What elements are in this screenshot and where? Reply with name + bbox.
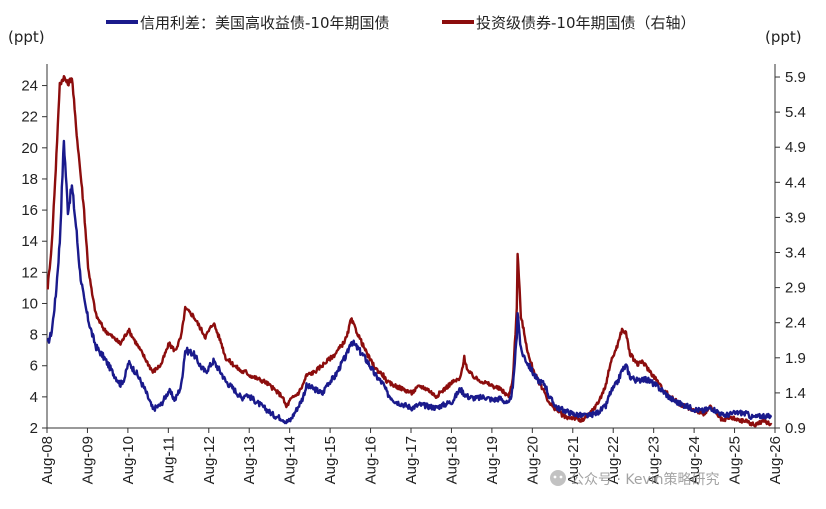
x-tick-label: Aug-17	[403, 436, 420, 484]
x-tick-label: Aug-11	[160, 436, 177, 483]
x-tick-label: Aug-09	[79, 436, 96, 484]
x-tick-label: Aug-20	[524, 436, 541, 484]
watermark-text: 公众号 · Kevin策略研究	[570, 471, 720, 488]
left-tick-label: 4	[30, 389, 38, 406]
x-tick-label: Aug-14	[282, 436, 299, 484]
x-tick-label: Aug-13	[241, 436, 258, 484]
x-tick-label: Aug-08	[39, 436, 56, 484]
left-tick-label: 16	[21, 202, 38, 219]
x-tick-label: Aug-19	[484, 436, 501, 484]
legend: 信用利差：美国高收益债-10年期国债 投资级债券-10年期国债（右轴）	[106, 14, 696, 32]
right-tick-label: 4.9	[785, 139, 806, 156]
left-tick-label: 14	[21, 233, 38, 250]
x-tick-label: Aug-22	[605, 436, 622, 484]
left-axis-unit: (ppt)	[8, 28, 45, 46]
series-line-high-yield-spread	[46, 139, 773, 425]
x-tick-label: Aug-12	[201, 436, 218, 484]
right-tick-label: 3.4	[785, 245, 806, 262]
left-tick-label: 20	[21, 140, 38, 157]
right-tick-label: 5.4	[785, 104, 806, 121]
left-tick-label: 2	[30, 420, 38, 437]
left-tick-label: 8	[30, 327, 38, 344]
legend-label-ig: 投资级债券-10年期国债（右轴）	[476, 14, 696, 32]
left-tick-label: 22	[21, 109, 38, 126]
left-tick-label: 12	[21, 264, 38, 281]
watermark: 公众号 · Kevin策略研究	[550, 470, 720, 488]
x-tick-label: Aug-26	[767, 436, 784, 484]
left-tick-label: 10	[21, 295, 38, 312]
series-layer	[46, 75, 773, 428]
right-tick-label: 2.9	[785, 280, 806, 297]
legend-label-hy: 信用利差：美国高收益债-10年期国债	[140, 14, 390, 32]
left-tick-label: 24	[21, 78, 38, 95]
right-tick-label: 1.9	[785, 350, 806, 367]
x-tick-label: Aug-16	[363, 436, 380, 484]
right-tick-label: 4.4	[785, 174, 806, 191]
x-tick-label: Aug-18	[443, 436, 460, 484]
right-tick-label: 5.9	[785, 69, 806, 86]
right-tick-label: 1.4	[785, 385, 806, 402]
axes: 246810121416182022240.91.41.92.42.93.43.…	[21, 64, 806, 484]
left-tick-label: 18	[21, 171, 38, 188]
x-tick-label: Aug-21	[565, 436, 582, 484]
wechat-icon-eye-left	[553, 475, 557, 479]
right-tick-label: 0.9	[785, 420, 806, 437]
x-tick-label: Aug-15	[322, 436, 339, 484]
wechat-icon	[550, 470, 566, 486]
left-tick-label: 6	[30, 358, 38, 375]
right-tick-label: 2.4	[785, 315, 806, 332]
x-tick-label: Aug-10	[120, 436, 137, 484]
x-tick-label: Aug-24	[686, 436, 703, 484]
right-axis-unit: (ppt)	[765, 28, 802, 46]
right-tick-label: 3.9	[785, 209, 806, 226]
wechat-icon-eye-right	[559, 475, 563, 479]
x-tick-label: Aug-23	[646, 436, 663, 484]
series-line-investment-grade-spread	[46, 75, 773, 428]
x-tick-label: Aug-25	[727, 436, 744, 484]
